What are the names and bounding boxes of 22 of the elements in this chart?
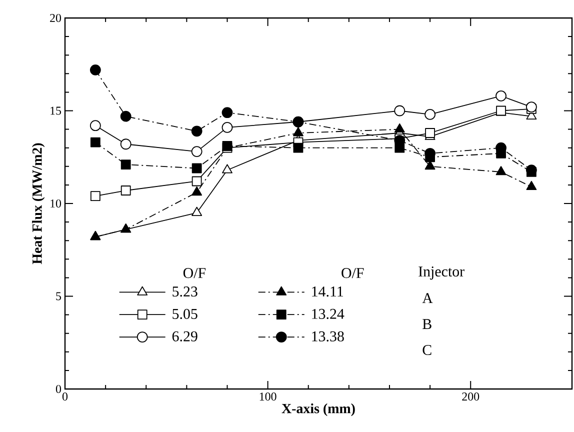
x-tick-label: 200 [462, 392, 480, 401]
annotation: A [422, 293, 433, 304]
legend-label: 5.23 [172, 286, 198, 297]
annotation: O/F [342, 268, 364, 278]
y-tick-label: 0 [56, 384, 62, 394]
annotation: O/F [183, 268, 206, 278]
legend-label: 5.05 [172, 308, 198, 320]
x-tick-label: 0 [62, 392, 68, 401]
legend-label: 13.38 [312, 331, 344, 342]
legend-label: 6.29 [172, 331, 198, 342]
legend-label: 14.11 [312, 286, 343, 297]
y-tick-label: 10 [50, 199, 62, 208]
y-axis-title: Heat Flux (MW/m2) [32, 143, 45, 264]
x-tick-label: 100 [260, 392, 276, 401]
x-axis-title: X-axis (mm) [282, 403, 355, 416]
annotation: C [422, 345, 432, 356]
y-tick-label: 20 [50, 14, 62, 22]
annotation: Injector [418, 266, 464, 280]
annotation: B [422, 319, 432, 329]
legend-label: 13.24 [312, 308, 344, 320]
y-tick-label: 5 [56, 292, 62, 300]
y-tick-label: 15 [50, 106, 62, 115]
